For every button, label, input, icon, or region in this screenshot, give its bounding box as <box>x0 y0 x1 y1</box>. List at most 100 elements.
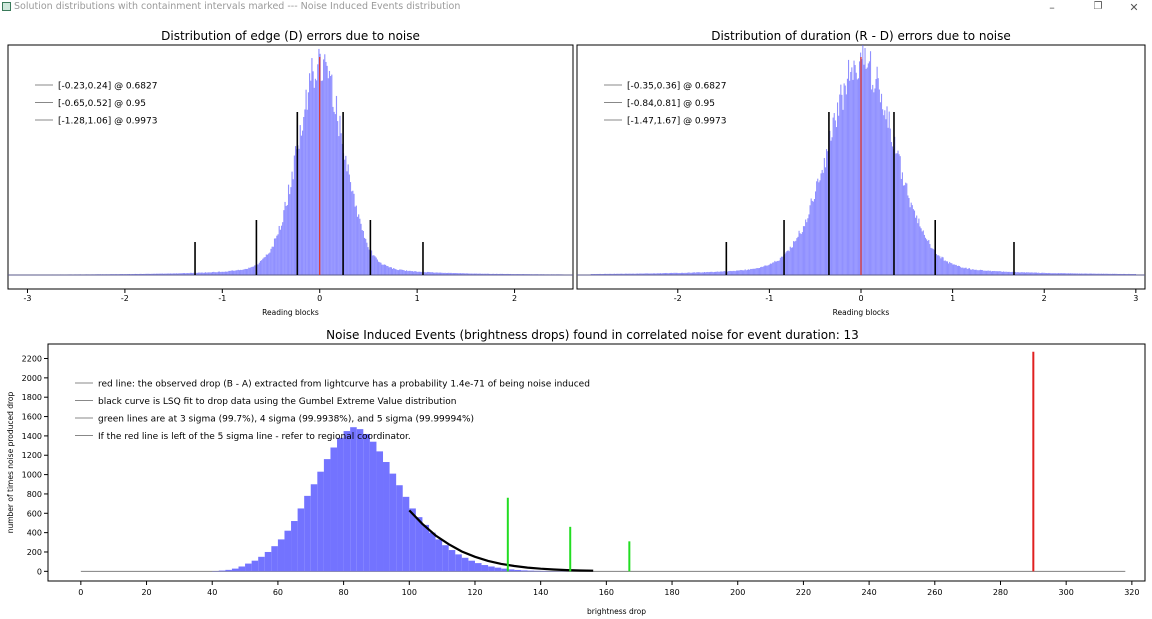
chart2-hist-bar <box>732 270 734 275</box>
chart2-hist-bar <box>653 273 655 275</box>
chart1-hist-bar <box>346 171 348 275</box>
chart2-hist-bar <box>973 269 975 275</box>
chart1-hist-bar <box>192 273 194 275</box>
chart2-hist-bar <box>616 273 618 275</box>
chart3-hist-bar <box>481 565 489 572</box>
chart2-hist-bar <box>623 273 625 275</box>
chart1-hist-bar <box>430 272 432 275</box>
chart1-hist-bar <box>331 74 333 275</box>
chart2-hist-bar <box>898 154 900 275</box>
chart2-hist-bar <box>760 267 762 275</box>
chart1-hist-bar <box>204 272 207 275</box>
chart1-hist-bar <box>377 261 380 275</box>
chart2-hist-bar <box>890 142 892 275</box>
chart2-hist-bar <box>854 65 856 275</box>
chart2-hist-bar <box>798 230 800 275</box>
chart1-hist-bar <box>330 76 332 275</box>
chart2-hist-bar <box>681 272 684 275</box>
chart2-hist-bar <box>872 84 874 275</box>
chart2-hist-bar <box>1081 273 1083 275</box>
chart1-hist-bar <box>217 271 219 275</box>
chart2-hist-bar <box>815 191 817 275</box>
chart2-hist-bar <box>1083 273 1085 275</box>
chart1-hist-bar <box>196 272 198 275</box>
chart2-hist-bar <box>761 266 763 275</box>
chart1-x-tick-label: 2 <box>512 294 517 303</box>
chart1-hist-bar <box>367 247 369 275</box>
chart1-hist-bar <box>310 80 312 276</box>
chart2-hist-bar <box>981 269 983 275</box>
chart2-hist-bar <box>747 269 750 275</box>
chart2-hist-bar <box>714 271 717 275</box>
chart2-hist-bar <box>1071 273 1073 275</box>
chart1-hist-bar <box>299 125 301 276</box>
chart2-hist-bar <box>896 153 898 275</box>
chart1-hist-bar <box>189 272 191 275</box>
chart1-hist-bar <box>215 272 217 275</box>
chart2-hist-bar <box>786 251 788 275</box>
chart2-hist-bar <box>722 271 724 275</box>
chart2-hist-bar <box>611 273 613 275</box>
chart2-hist-bar <box>779 257 781 275</box>
restore-button[interactable]: ❐ <box>1078 0 1118 14</box>
chart1-hist-bar <box>244 268 246 275</box>
chart1-hist-bar <box>167 273 169 275</box>
chart3-hist-bar <box>356 429 364 572</box>
chart3-hist-bar <box>402 496 410 572</box>
chart3-hist-bar <box>271 546 278 572</box>
chart2-hist-bar <box>1018 272 1020 275</box>
chart2-hist-bar <box>1122 273 1124 275</box>
close-button[interactable]: ✕ <box>1114 0 1152 14</box>
chart1-hist-bar <box>455 272 457 275</box>
chart3-y-tick-label: 1200 <box>22 451 42 460</box>
chart1-hist-bar <box>152 273 154 275</box>
chart3-plot-frame <box>47 343 1146 582</box>
chart2-hist-bar <box>1072 273 1074 275</box>
chart2-hist-bar <box>875 79 877 276</box>
chart2-hist-bar <box>918 218 920 275</box>
chart2-hist-bar <box>835 127 837 275</box>
chart2-hist-bar <box>749 269 751 275</box>
chart1-hist-bar <box>374 256 376 275</box>
chart1-hist-bar <box>298 148 300 275</box>
chart2-hist-bar <box>919 226 921 275</box>
chart2-hist-bar <box>1021 272 1023 275</box>
chart1-hist-bar <box>431 272 433 275</box>
chart2-hist-bar <box>703 272 706 275</box>
chart2-hist-bar <box>757 268 759 275</box>
chart2-hist-bar <box>988 270 990 275</box>
chart2-hist-bar <box>1088 273 1090 275</box>
chart2-hist-bar <box>997 271 999 275</box>
chart2-hist-bar <box>695 272 697 275</box>
chart1-hist-bar <box>277 234 279 275</box>
chart2-hist-bar <box>1005 271 1007 275</box>
chart1-hist-bar <box>188 273 190 275</box>
chart2-hist-bar <box>856 79 858 276</box>
chart1-hist-bar <box>396 269 398 275</box>
chart3-x-tick-label: 100 <box>402 588 417 597</box>
minimize-button[interactable]: – <box>1032 0 1072 14</box>
chart1-hist-bar <box>143 273 145 275</box>
chart3-hist-bar <box>428 532 436 572</box>
chart2-hist-bar <box>1070 273 1072 275</box>
chart1-hist-bar <box>500 273 502 275</box>
chart2-hist-bar <box>796 238 798 275</box>
chart1-hist-bar <box>272 246 274 275</box>
chart1-hist-bar <box>406 270 408 275</box>
chart2-hist-bar <box>1097 273 1099 275</box>
chart1-hist-bar <box>415 271 417 275</box>
chart2-hist-bar <box>751 268 753 275</box>
chart2-hist-bar <box>632 273 634 275</box>
chart2-hist-bar <box>911 205 913 275</box>
chart2-hist-bar <box>941 256 943 275</box>
chart1-hist-bar <box>159 273 161 275</box>
chart1-hist-bar <box>325 61 327 275</box>
chart2-hist-bar <box>1011 271 1013 275</box>
chart1-hist-bar <box>485 273 487 275</box>
chart1-hist-bar <box>365 238 367 275</box>
chart1-hist-bar <box>429 272 431 275</box>
chart3-x-tick-label: 140 <box>533 588 548 597</box>
chart2-hist-bar <box>788 251 790 275</box>
chart2-hist-bar <box>677 273 679 275</box>
chart1-hist-bar <box>316 80 318 275</box>
